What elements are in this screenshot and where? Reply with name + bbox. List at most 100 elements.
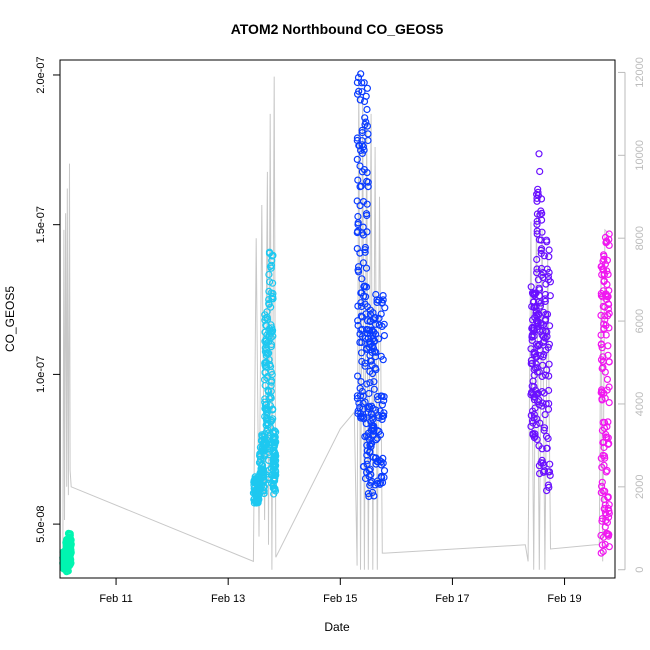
data-point	[546, 471, 554, 479]
data-point	[362, 293, 370, 301]
data-point	[256, 485, 264, 493]
data-point	[600, 452, 609, 460]
data-point	[377, 310, 385, 318]
data-point	[269, 289, 277, 298]
data-point	[527, 360, 535, 368]
data-point	[599, 418, 607, 426]
data-point	[532, 340, 541, 348]
data-point	[602, 238, 611, 246]
data-point	[362, 310, 370, 318]
data-point	[265, 349, 273, 357]
data-point	[262, 401, 270, 409]
data-point	[362, 210, 371, 218]
right-tick-label: 12000	[634, 57, 646, 88]
data-point	[601, 509, 610, 517]
data-point	[538, 445, 546, 453]
data-point	[353, 134, 361, 142]
data-point	[540, 252, 548, 260]
data-point	[366, 357, 375, 365]
data-point	[266, 262, 274, 271]
data-point	[375, 427, 383, 435]
data-point	[365, 389, 373, 398]
data-point	[545, 322, 554, 330]
data-point	[378, 401, 386, 409]
data-point	[364, 136, 372, 145]
data-point	[542, 236, 551, 244]
data-point	[536, 302, 545, 310]
data-point	[359, 143, 367, 151]
data-point	[354, 176, 362, 184]
data-point	[267, 261, 276, 269]
series-2	[249, 248, 280, 507]
data-point	[353, 155, 361, 163]
data-point	[601, 501, 609, 509]
data-point	[267, 378, 275, 386]
data-point	[541, 295, 549, 303]
data-point	[374, 396, 382, 404]
data-point	[367, 418, 375, 426]
data-point	[381, 304, 389, 312]
data-point	[265, 338, 273, 346]
data-point	[353, 78, 361, 87]
data-point	[271, 485, 279, 493]
data-point	[601, 540, 609, 549]
data-point	[540, 389, 548, 397]
data-point	[600, 461, 608, 469]
data-point	[371, 320, 380, 328]
data-point	[371, 481, 379, 489]
data-point	[528, 382, 536, 390]
data-point	[540, 424, 549, 432]
data-point	[361, 282, 369, 290]
data-point	[363, 169, 371, 177]
data-point	[359, 223, 367, 231]
x-tick-label: Feb 17	[435, 593, 469, 605]
data-point	[361, 114, 369, 122]
data-point	[265, 327, 273, 336]
data-point	[539, 459, 547, 467]
data-point	[360, 79, 368, 87]
data-point	[357, 349, 366, 357]
x-tick-label: Feb 11	[99, 593, 132, 605]
data-point	[545, 253, 553, 261]
data-point	[543, 366, 551, 374]
data-point	[358, 275, 366, 283]
data-point	[538, 402, 546, 410]
data-point	[380, 332, 388, 340]
data-point	[538, 399, 547, 407]
data-point	[267, 387, 275, 395]
data-point	[528, 332, 536, 340]
data-point	[540, 426, 548, 434]
data-point	[530, 351, 538, 359]
data-point	[541, 371, 550, 379]
altitude-track-layer	[62, 72, 610, 570]
data-point	[353, 229, 361, 237]
data-point	[271, 457, 280, 465]
data-point	[265, 300, 273, 308]
data-point	[373, 298, 381, 306]
x-tick-label: Feb 15	[323, 593, 357, 605]
data-point	[597, 331, 605, 339]
data-point	[358, 338, 366, 346]
series-5	[597, 230, 613, 557]
data-point	[269, 406, 277, 414]
data-point	[545, 340, 554, 348]
data-point	[366, 379, 374, 387]
data-point	[604, 270, 612, 278]
data-point	[533, 230, 541, 238]
data-point	[527, 345, 535, 353]
data-point	[265, 296, 273, 304]
data-point	[539, 353, 547, 361]
data-point	[379, 459, 387, 467]
data-point	[527, 422, 535, 430]
data-point	[358, 126, 366, 134]
data-point	[65, 530, 74, 539]
data-point	[354, 302, 362, 310]
data-point	[541, 317, 550, 325]
data-point	[370, 385, 378, 393]
data-point	[270, 447, 278, 455]
data-point	[603, 466, 611, 475]
x-axis-label: Date	[324, 620, 350, 634]
data-point	[598, 262, 606, 270]
data-point	[539, 468, 548, 476]
data-point	[366, 465, 374, 473]
